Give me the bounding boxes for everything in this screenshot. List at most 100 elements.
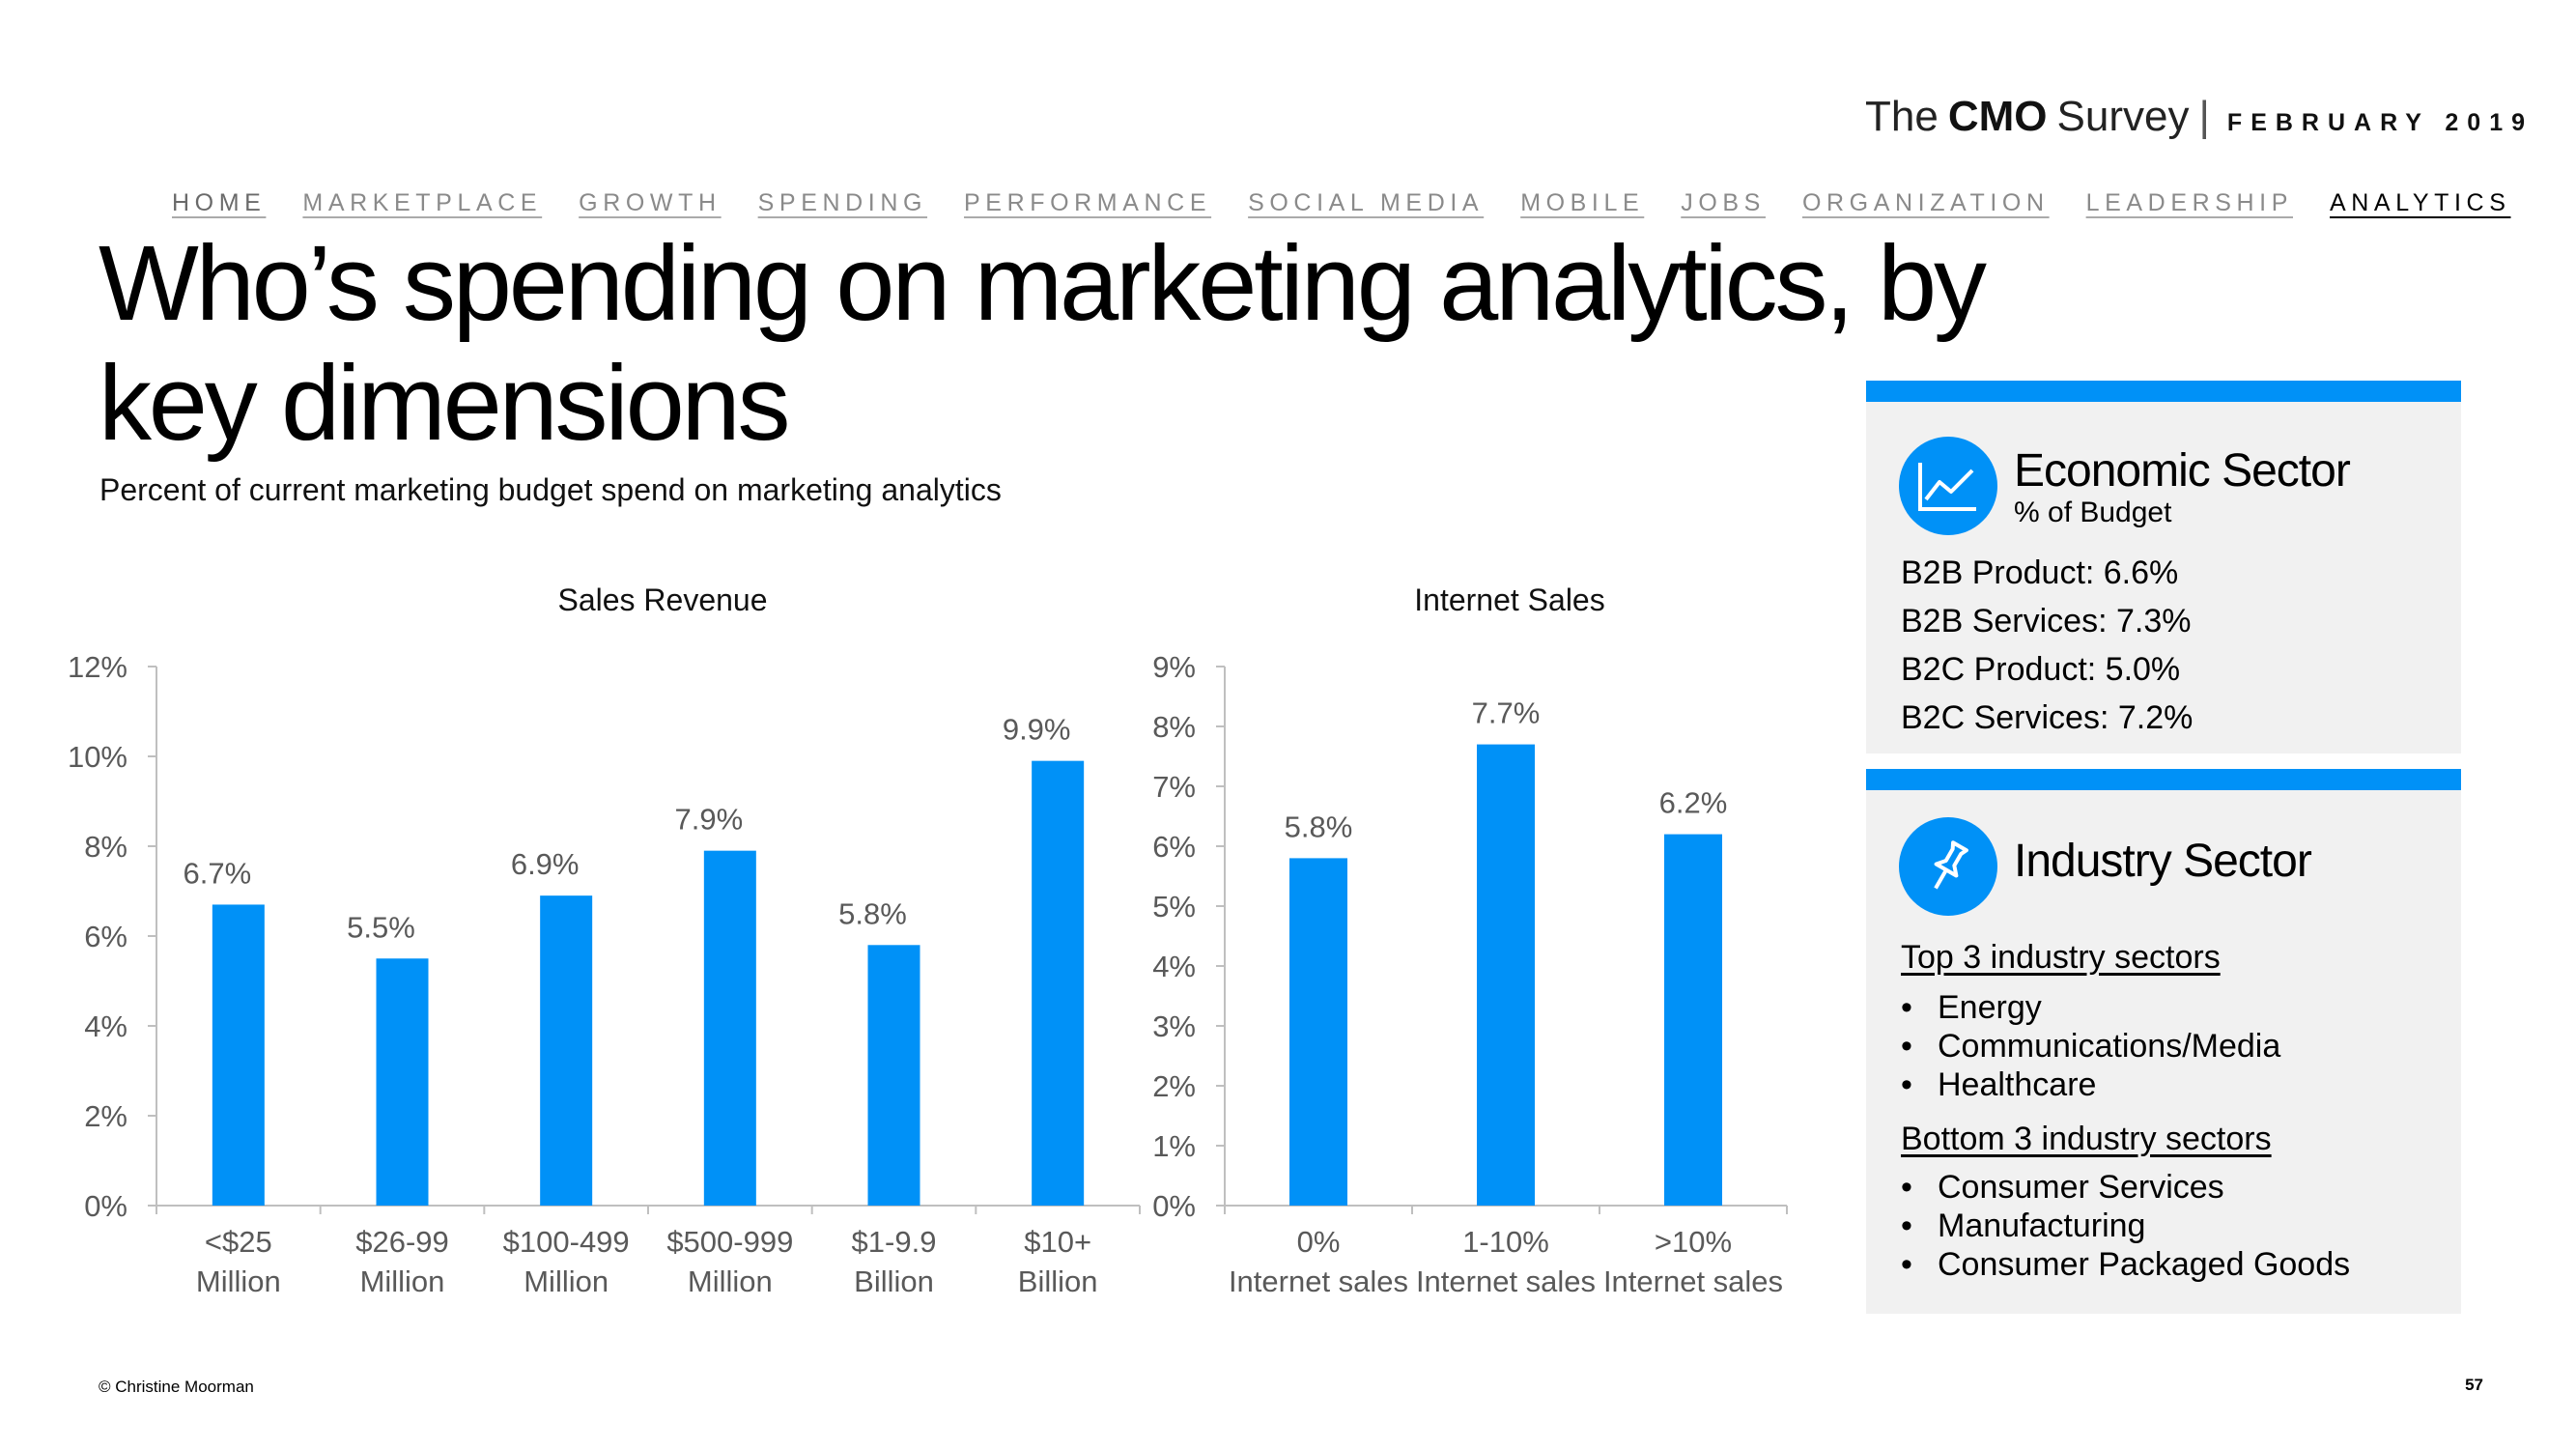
bar [1664, 834, 1722, 1206]
brand-separator: | [2198, 93, 2210, 140]
x-tick-label: <$25 [205, 1225, 272, 1259]
economic-sector-heading: Economic Sector [2014, 445, 2351, 497]
list-item: • Consumer Packaged Goods [1901, 1246, 2350, 1284]
bar [867, 945, 920, 1206]
chart-title: Internet Sales [1414, 582, 1604, 617]
y-tick-label: 7% [1152, 770, 1196, 804]
nav-spending[interactable]: SPENDING [757, 189, 928, 216]
chart-title: Sales Revenue [557, 582, 767, 617]
bullet: • [1901, 1246, 1912, 1283]
y-tick-label: 10% [68, 740, 127, 774]
bar [376, 958, 429, 1206]
y-tick-label: 8% [84, 830, 127, 864]
y-tick-label: 0% [1152, 1189, 1196, 1223]
x-tick-label: $1-9.9 [852, 1225, 937, 1259]
x-tick-label: $500-999 [666, 1225, 793, 1259]
bar [1289, 858, 1347, 1206]
y-tick-label: 6% [1152, 830, 1196, 864]
economic-item: B2C Services: 7.2% [1901, 699, 2194, 736]
economic-panel-accent-bar [1866, 381, 2461, 402]
list-item: • Manufacturing [1901, 1208, 2145, 1245]
economic-sector-panel: Economic Sector % of Budget B2B Product:… [1866, 381, 2461, 753]
list-item: • Communications/Media [1901, 1028, 2280, 1065]
bar [540, 895, 593, 1206]
bottom-industry-item: Consumer Packaged Goods [1938, 1246, 2351, 1283]
list-item: • Healthcare [1901, 1066, 2096, 1104]
brand-survey: Survey [2056, 93, 2190, 140]
bottom-industry-item: Manufacturing [1938, 1208, 2146, 1244]
brand-date: FEBRUARY 2019 [2226, 109, 2534, 136]
x-tick-label: Internet sales [1416, 1264, 1596, 1298]
nav-home[interactable]: HOME [172, 189, 267, 216]
page-title: Who’s spending on marketing analytics, b… [99, 224, 1987, 463]
x-tick-label: Billion [1018, 1264, 1098, 1298]
x-tick-label: Internet sales [1229, 1264, 1408, 1298]
data-label: 6.2% [1659, 786, 1728, 820]
data-label: 7.9% [674, 803, 743, 837]
economic-item: B2C Product: 5.0% [1901, 651, 2181, 688]
bar [1477, 744, 1535, 1206]
x-tick-label: Million [196, 1264, 281, 1298]
brand-cmo: CMO [1947, 93, 2048, 140]
nav-leadership[interactable]: LEADERSHIP [2085, 189, 2293, 216]
pushpin-icon [1899, 817, 1997, 916]
sales-revenue-chart: Sales Revenue 0% 2% 4% 6% 8% 10% 12% 6.7% <$25 Mil… [68, 582, 1141, 1298]
bullet: • [1901, 1028, 1912, 1065]
x-tick-label: Internet sales [1603, 1264, 1783, 1298]
x-tick-label: $10+ [1024, 1225, 1091, 1259]
bullet: • [1901, 1208, 1912, 1244]
y-tick-label: 5% [1152, 890, 1196, 923]
x-tick-label: $26-99 [355, 1225, 449, 1259]
industry-panel-accent-bar [1866, 769, 2461, 790]
top-industry-item: Healthcare [1938, 1066, 2097, 1103]
data-label: 5.8% [1285, 810, 1353, 843]
y-tick-label: 8% [1152, 710, 1196, 744]
economic-item: B2B Services: 7.3% [1901, 603, 2192, 639]
top-industry-heading: Top 3 industry sectors [1901, 939, 2221, 976]
nav-mobile[interactable]: MOBILE [1520, 189, 1645, 216]
industry-sector-heading: Industry Sector [2014, 836, 2312, 887]
bar [1032, 760, 1085, 1206]
x-tick-label: Billion [854, 1264, 934, 1298]
top-industry-item: Communications/Media [1938, 1028, 2281, 1065]
nav-jobs[interactable]: JOBS [1681, 189, 1766, 216]
x-tick-label: 0% [1297, 1225, 1341, 1259]
nav-marketplace[interactable]: MARKETPLACE [302, 189, 543, 216]
nav-growth[interactable]: GROWTH [579, 189, 722, 216]
x-tick-label: $100-499 [503, 1225, 630, 1259]
copyright: © Christine Moorman [99, 1378, 254, 1396]
top-navigation: HOME MARKETPLACE GROWTH SPENDING PERFORM… [172, 189, 2510, 217]
internet-sales-chart: Internet Sales 0% 1% 2% 3% 4% 5% 6% 7% 8% 9% 5.8% 0%… [1152, 582, 1788, 1298]
bottom-industry-item: Consumer Services [1938, 1169, 2224, 1206]
nav-social-media[interactable]: SOCIAL MEDIA [1248, 189, 1485, 216]
list-item: • Energy [1901, 989, 2042, 1027]
y-tick-label: 2% [1152, 1069, 1196, 1103]
y-tick-label: 4% [84, 1009, 127, 1043]
y-tick-label: 4% [1152, 950, 1196, 983]
x-tick-label: >10% [1655, 1225, 1732, 1259]
bar [703, 850, 756, 1206]
economic-sector-subheading: % of Budget [2014, 497, 2172, 528]
y-tick-label: 0% [84, 1189, 127, 1223]
data-label: 5.5% [347, 910, 415, 944]
data-label: 6.7% [183, 856, 251, 890]
y-tick-label: 2% [84, 1099, 127, 1133]
bullet: • [1901, 1066, 1912, 1103]
bottom-industry-heading: Bottom 3 industry sectors [1901, 1121, 2272, 1157]
industry-sector-panel: Industry Sector Top 3 industry sectors •… [1866, 769, 2461, 1314]
bar [212, 904, 265, 1206]
y-tick-label: 9% [1152, 650, 1196, 684]
page-number: 57 [2465, 1376, 2483, 1394]
nav-analytics[interactable]: ANALYTICS [2330, 189, 2511, 216]
top-industry-item: Energy [1938, 989, 2042, 1026]
nav-performance[interactable]: PERFORMANCE [964, 189, 1212, 216]
data-label: 9.9% [1003, 713, 1071, 747]
data-label: 7.7% [1472, 696, 1541, 730]
nav-organization[interactable]: ORGANIZATION [1801, 189, 2050, 216]
bullet: • [1901, 1169, 1912, 1206]
data-label: 6.9% [511, 847, 580, 881]
y-tick-label: 3% [1152, 1009, 1196, 1043]
y-tick-label: 1% [1152, 1129, 1196, 1163]
brand-logo: The CMO Survey | FEBRUARY 2019 [1865, 93, 2534, 141]
y-tick-label: 12% [68, 650, 127, 684]
